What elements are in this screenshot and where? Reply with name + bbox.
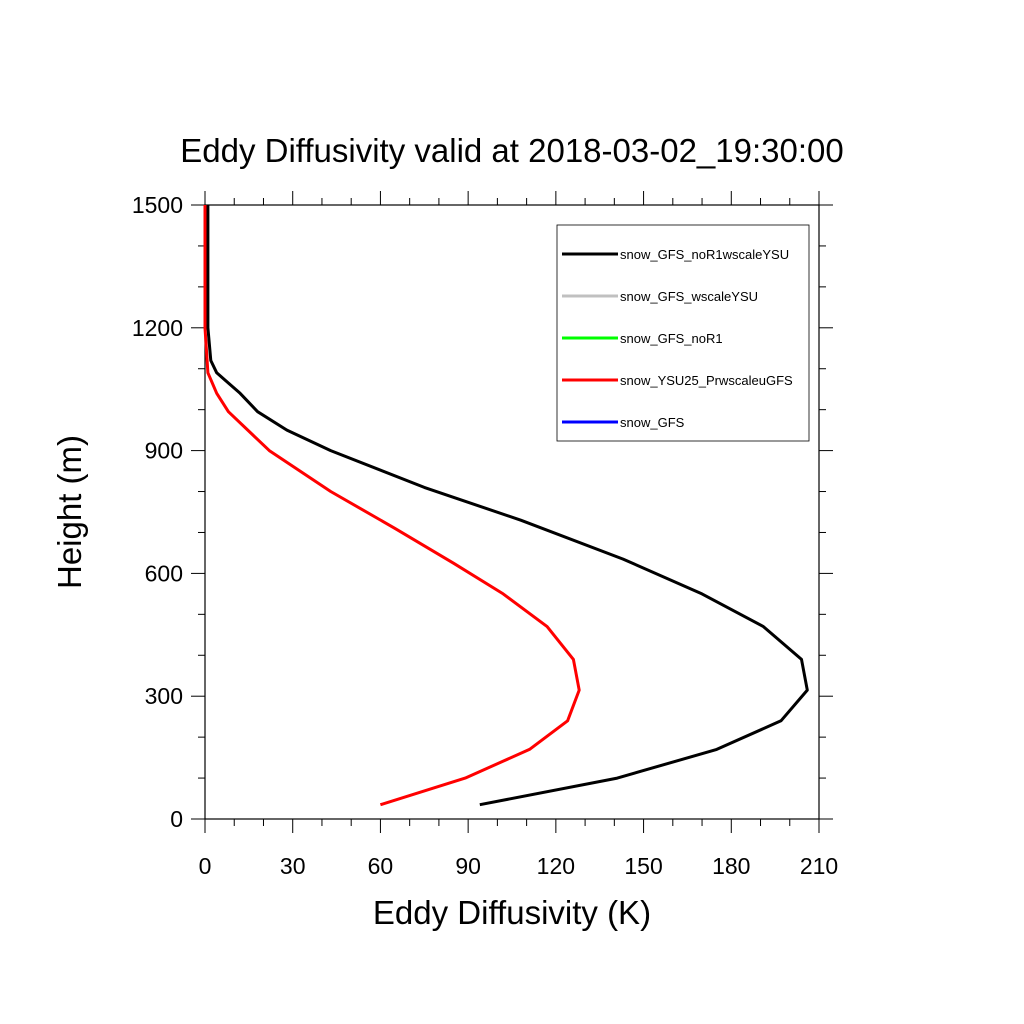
x-tick-label: 120 (537, 853, 575, 879)
axis-ticks: 0 30 60 90 120 150 180 210 0 300 600 900 1200 1500 (132, 191, 838, 879)
x-tick-label: 0 (199, 853, 212, 879)
legend-label: snow_YSU25_PrwscaleuGFS (620, 373, 793, 388)
y-tick-label: 1500 (132, 192, 183, 218)
legend-box (556, 224, 810, 442)
y-tick-label: 900 (145, 438, 183, 464)
y-tick-label: 0 (170, 806, 183, 832)
x-tick-label: 30 (280, 853, 306, 879)
x-tick-label: 90 (455, 853, 481, 879)
x-axis-label: Eddy Diffusivity (K) (373, 894, 651, 931)
legend-label: snow_GFS_wscaleYSU (620, 289, 758, 304)
y-tick-label: 1200 (132, 315, 183, 341)
plot-frame (204, 204, 820, 820)
legend-label: snow_GFS_noR1wscaleYSU (620, 247, 789, 262)
x-tick-label: 60 (368, 853, 394, 879)
y-axis-label: Height (m) (51, 435, 88, 589)
legend: snow_GFS_noR1wscaleYSU snow_GFS_wscaleYSU… (556, 224, 810, 442)
legend-label: snow_GFS (620, 415, 685, 430)
series-lines (203, 205, 809, 807)
y-tick-label: 300 (145, 683, 183, 709)
x-tick-label: 150 (624, 853, 662, 879)
series-line-snow_GFS_noR1wscaleYSU (206, 205, 809, 807)
legend-label: snow_GFS_noR1 (620, 331, 723, 346)
series-line-snow_YSU25_PrwscaleuGFS (203, 205, 581, 807)
x-tick-label: 180 (712, 853, 750, 879)
y-tick-label: 600 (145, 560, 183, 586)
x-tick-label: 210 (800, 853, 838, 879)
chart-title: Eddy Diffusivity valid at 2018-03-02_19:… (180, 132, 843, 169)
